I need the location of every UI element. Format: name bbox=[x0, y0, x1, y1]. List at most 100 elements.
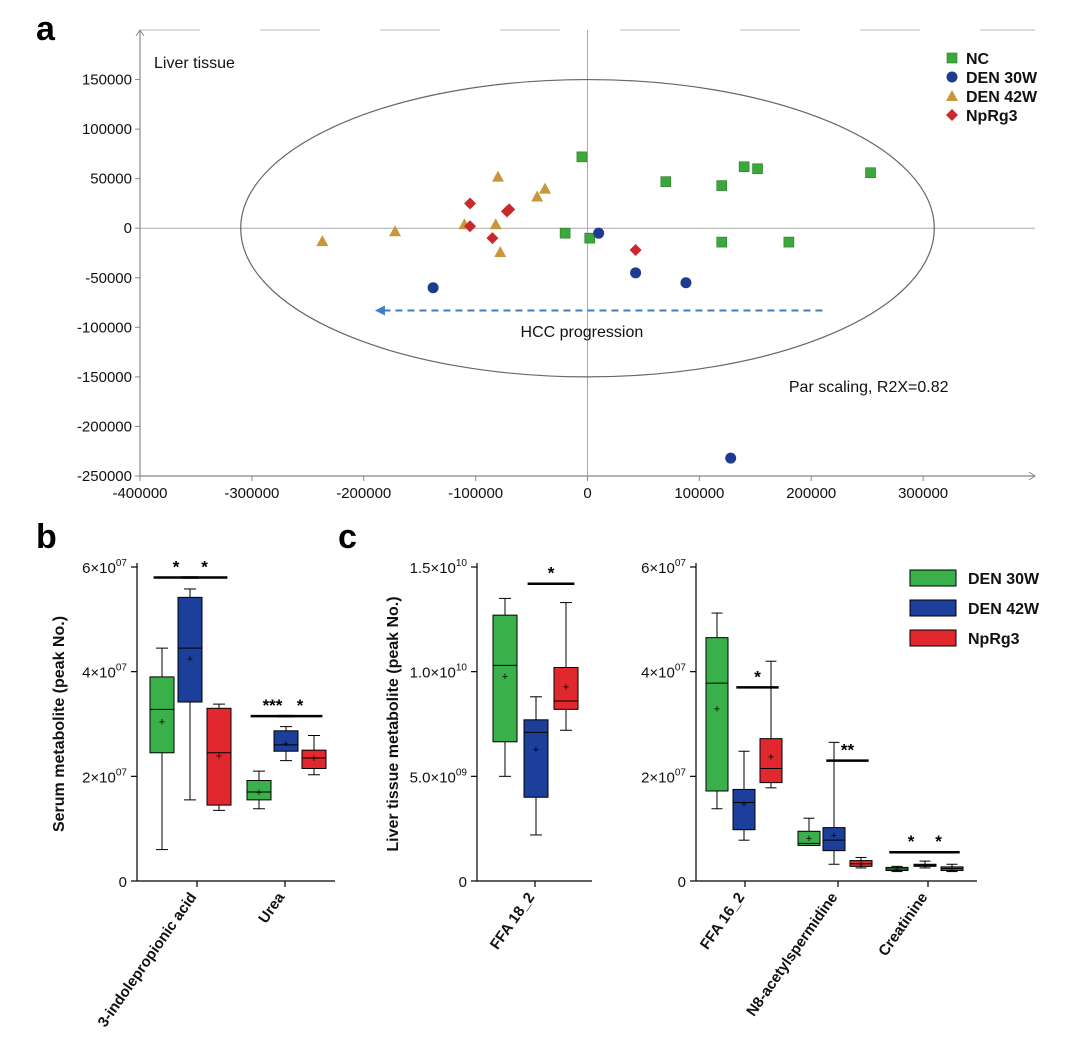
box-mean-marker: + bbox=[159, 716, 165, 728]
significance-label: * bbox=[201, 557, 208, 576]
legend-label: NpRg3 bbox=[966, 108, 1018, 125]
box-body bbox=[492, 614, 518, 743]
box-body bbox=[822, 827, 846, 852]
box-mean-marker: + bbox=[768, 751, 774, 763]
x-tick-label: 300000 bbox=[898, 485, 948, 502]
chart-title: Liver tissue bbox=[154, 55, 235, 72]
y-tick-label: 150000 bbox=[82, 72, 132, 89]
y-tick-label: 2×1007 bbox=[82, 767, 127, 786]
y-tick-base: 0 bbox=[119, 874, 127, 891]
scatter-point-diamond bbox=[486, 232, 499, 245]
y-tick-label: -200000 bbox=[77, 418, 132, 435]
panel-a-scatter: a -400000 -300000 -200000 -100000 0 100000 2000… bbox=[36, 10, 1038, 502]
y-tick-label: -150000 bbox=[77, 369, 132, 386]
legend-swatch bbox=[909, 569, 957, 587]
box-body bbox=[301, 749, 327, 769]
box-body bbox=[705, 637, 729, 792]
y-tick-base: 6×10 bbox=[82, 560, 116, 577]
x-tick-label: -300000 bbox=[224, 485, 279, 502]
y-tick-label: -100000 bbox=[77, 319, 132, 336]
scatter-point-diamond bbox=[503, 203, 516, 216]
legend-label: DEN 30W bbox=[968, 571, 1040, 588]
y-tick-exponent: 07 bbox=[116, 767, 128, 778]
category-label: N8-acetylspermidine bbox=[743, 890, 841, 1020]
box-mean-marker: + bbox=[806, 833, 812, 845]
panel-label: b bbox=[36, 518, 57, 556]
box-body bbox=[523, 719, 549, 798]
scatter-point-triangle bbox=[489, 218, 502, 230]
confidence-ellipse bbox=[240, 78, 935, 378]
y-tick-label: 100000 bbox=[82, 121, 132, 138]
y-tick-label: 1.5×1010 bbox=[410, 558, 468, 577]
legend-marker bbox=[946, 90, 958, 101]
y-tick-base: 1.5×10 bbox=[410, 560, 456, 577]
y-tick-label: 5.0×1009 bbox=[410, 767, 468, 786]
significance-label: * bbox=[908, 832, 915, 851]
panel-label: c bbox=[338, 518, 357, 556]
y-tick-label: 0 bbox=[124, 220, 132, 237]
y-tick-base: 4×10 bbox=[641, 665, 675, 682]
y-tick-base: 5.0×10 bbox=[410, 769, 456, 786]
x-tick-label: -100000 bbox=[448, 485, 503, 502]
x-tick-label: 200000 bbox=[786, 485, 836, 502]
y-tick-label: 6×1007 bbox=[82, 558, 127, 577]
y-tick-base: 6×10 bbox=[641, 560, 675, 577]
legend-swatch bbox=[909, 599, 957, 617]
box-body bbox=[273, 730, 299, 752]
scatter-point-triangle bbox=[538, 182, 551, 194]
significance-label: * bbox=[548, 564, 555, 583]
box-body bbox=[797, 830, 821, 846]
box-mean-marker: + bbox=[894, 864, 900, 876]
y-tick-base: 0 bbox=[678, 874, 686, 891]
box-mean-marker: + bbox=[187, 654, 193, 666]
scatter-point-square bbox=[559, 227, 571, 239]
box-mean-marker: + bbox=[563, 681, 569, 693]
y-tick-label: 2×1007 bbox=[641, 767, 686, 786]
category-label: Urea bbox=[255, 889, 288, 927]
y-tick-base: 2×10 bbox=[82, 769, 116, 786]
scatter-point-diamond bbox=[464, 197, 477, 210]
x-tick-label: -200000 bbox=[336, 485, 391, 502]
y-tick-exponent: 07 bbox=[675, 663, 687, 674]
significance-label: * bbox=[297, 696, 304, 715]
scatter-point-triangle bbox=[492, 170, 504, 182]
y-tick-label: -50000 bbox=[85, 270, 132, 287]
box-mean-marker: + bbox=[949, 863, 955, 875]
box-body bbox=[246, 780, 272, 801]
category-label: FFA 18_2 bbox=[487, 890, 538, 953]
scatter-point-triangle bbox=[494, 246, 507, 258]
significance-label: * bbox=[173, 557, 180, 576]
x-axis-arrow bbox=[1028, 471, 1036, 481]
y-tick-label: -250000 bbox=[77, 468, 132, 485]
category-label: Creatinine bbox=[875, 890, 931, 960]
y-tick-base: 1.0×10 bbox=[410, 665, 456, 682]
scatter-point-diamond bbox=[629, 244, 642, 257]
x-tick-label: 100000 bbox=[674, 485, 724, 502]
y-tick-exponent: 10 bbox=[456, 558, 468, 569]
y-tick-label: 0 bbox=[459, 874, 467, 891]
legend-swatch bbox=[909, 629, 957, 647]
box-mean-marker: + bbox=[831, 830, 837, 842]
box-mean-marker: + bbox=[216, 750, 222, 762]
y-tick-base: 0 bbox=[459, 874, 467, 891]
significance-label: *** bbox=[263, 696, 283, 715]
legend-marker bbox=[946, 109, 958, 121]
box-body bbox=[759, 738, 783, 784]
y-tick-label: 50000 bbox=[90, 171, 132, 188]
progression-arrow-head bbox=[374, 305, 385, 316]
box-mean-marker: + bbox=[714, 703, 720, 715]
y-tick-exponent: 07 bbox=[675, 767, 687, 778]
y-tick-base: 2×10 bbox=[641, 769, 675, 786]
significance-label: * bbox=[754, 667, 761, 686]
scatter-point-diamond bbox=[464, 220, 477, 233]
scatter-point-square bbox=[660, 176, 672, 187]
x-tick-label: -400000 bbox=[112, 485, 167, 502]
scatter-point-circle bbox=[427, 282, 439, 294]
scatter-point-circle bbox=[725, 452, 737, 464]
scatter-point-circle bbox=[680, 277, 692, 289]
scatter-point-square bbox=[716, 236, 728, 248]
